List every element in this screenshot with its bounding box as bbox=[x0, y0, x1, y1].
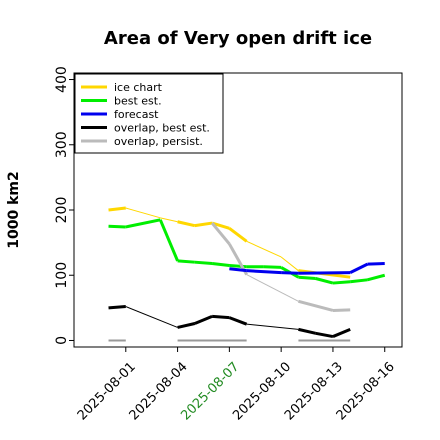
y-tick-label: 0 bbox=[54, 336, 70, 345]
series-segment bbox=[177, 322, 196, 329]
series-segment bbox=[177, 220, 196, 228]
series-segment bbox=[281, 271, 299, 275]
series-segment bbox=[211, 314, 230, 320]
y-tick-label: 100 bbox=[54, 262, 70, 289]
series-segment bbox=[211, 262, 230, 267]
series-segment bbox=[229, 263, 247, 269]
y-axis-label: 1000 km2 bbox=[6, 171, 22, 248]
series-segment bbox=[332, 328, 351, 338]
series-segment bbox=[246, 274, 299, 302]
series-segment bbox=[194, 314, 213, 325]
y-tick-label: 300 bbox=[54, 131, 70, 158]
series-segment bbox=[263, 265, 282, 269]
series-segment bbox=[158, 219, 179, 262]
series-segment bbox=[315, 331, 334, 339]
series-overlap-best-est bbox=[108, 305, 351, 339]
chart-title: Area of Very open drift ice bbox=[104, 28, 372, 49]
series-forecast bbox=[229, 261, 385, 275]
legend-entry: overlap, persist. bbox=[114, 135, 203, 148]
series-segment bbox=[246, 240, 282, 258]
series-segment bbox=[228, 227, 248, 243]
series-segment bbox=[280, 256, 299, 272]
series-segment bbox=[298, 299, 334, 312]
series-segment bbox=[298, 275, 316, 280]
series-segment bbox=[367, 261, 385, 266]
series-segment bbox=[332, 280, 351, 285]
series-segment bbox=[125, 218, 161, 229]
series-segment bbox=[108, 224, 126, 229]
series-segment bbox=[229, 267, 247, 273]
series-segment bbox=[298, 327, 317, 335]
series-segment bbox=[367, 273, 386, 282]
series-segment bbox=[315, 277, 334, 285]
y-tick-label: 200 bbox=[54, 197, 70, 224]
series-segment bbox=[350, 278, 368, 284]
series-segment bbox=[246, 323, 299, 330]
series-segment bbox=[160, 217, 178, 223]
series-segment bbox=[108, 206, 126, 212]
series-segment bbox=[332, 308, 351, 312]
series-segment bbox=[177, 259, 195, 264]
y-tick-label: 400 bbox=[54, 66, 70, 93]
series-segment bbox=[349, 262, 369, 274]
legend-entry: overlap, best est. bbox=[114, 122, 210, 135]
series-segment bbox=[228, 316, 248, 326]
series-segment bbox=[246, 269, 282, 275]
series-segment bbox=[108, 305, 126, 310]
series-segment bbox=[125, 207, 161, 219]
series-segment bbox=[194, 221, 213, 228]
series-segment bbox=[125, 306, 178, 328]
legend-entry: best est. bbox=[114, 95, 162, 108]
legend-entry: ice chart bbox=[114, 81, 163, 94]
series-segment bbox=[194, 260, 213, 265]
legend-entry: forecast bbox=[114, 108, 159, 121]
series-segment bbox=[298, 271, 351, 275]
series-segment bbox=[211, 221, 230, 230]
series-segment bbox=[210, 222, 231, 245]
